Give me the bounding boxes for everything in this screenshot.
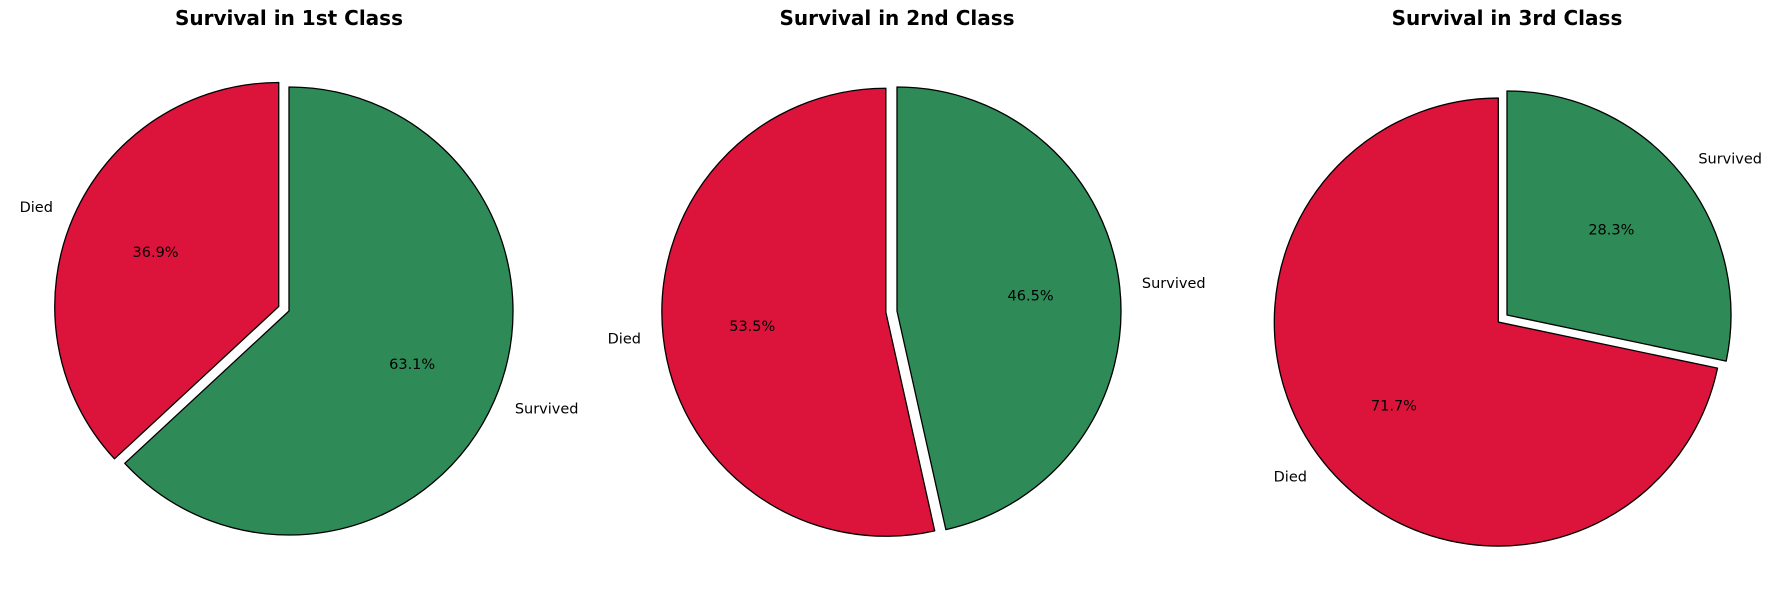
slice-label-survived: Survived <box>515 402 579 418</box>
slice-percent-died: 71.7% <box>1371 399 1417 415</box>
pie-slice-survived <box>124 86 514 536</box>
slice-label-survived: Survived <box>1142 276 1206 292</box>
slice-percent-survived: 46.5% <box>1008 288 1054 304</box>
pie-slice-died <box>1273 97 1719 547</box>
pie-panel-2nd-class: Survival in 2nd Class Died 53.5% Survived 4… <box>608 6 1206 537</box>
pie-slice-died <box>54 81 280 460</box>
slice-label-survived: Survived <box>1698 152 1762 168</box>
chart-title: Survival in 1st Class <box>175 6 403 30</box>
chart-title: Survival in 3rd Class <box>1392 6 1623 30</box>
pie-slice-survived <box>896 86 1122 531</box>
slice-label-died: Died <box>1274 469 1307 485</box>
slice-label-died: Died <box>608 331 641 347</box>
pie-slice-died <box>661 87 936 537</box>
pie-panel-1st-class: Survival in 1st Class Died 36.9% Survived 6… <box>20 6 579 536</box>
slice-label-died: Died <box>20 200 53 216</box>
pie-panel-3rd-class: Survival in 3rd Class Died 71.7% Survived 2… <box>1273 6 1762 547</box>
pie-slice-survived <box>1506 90 1732 362</box>
slice-percent-survived: 28.3% <box>1588 222 1634 238</box>
chart-title: Survival in 2nd Class <box>779 6 1014 30</box>
slice-percent-died: 53.5% <box>729 319 775 335</box>
slice-percent-died: 36.9% <box>133 245 179 261</box>
slice-percent-survived: 63.1% <box>389 357 435 373</box>
